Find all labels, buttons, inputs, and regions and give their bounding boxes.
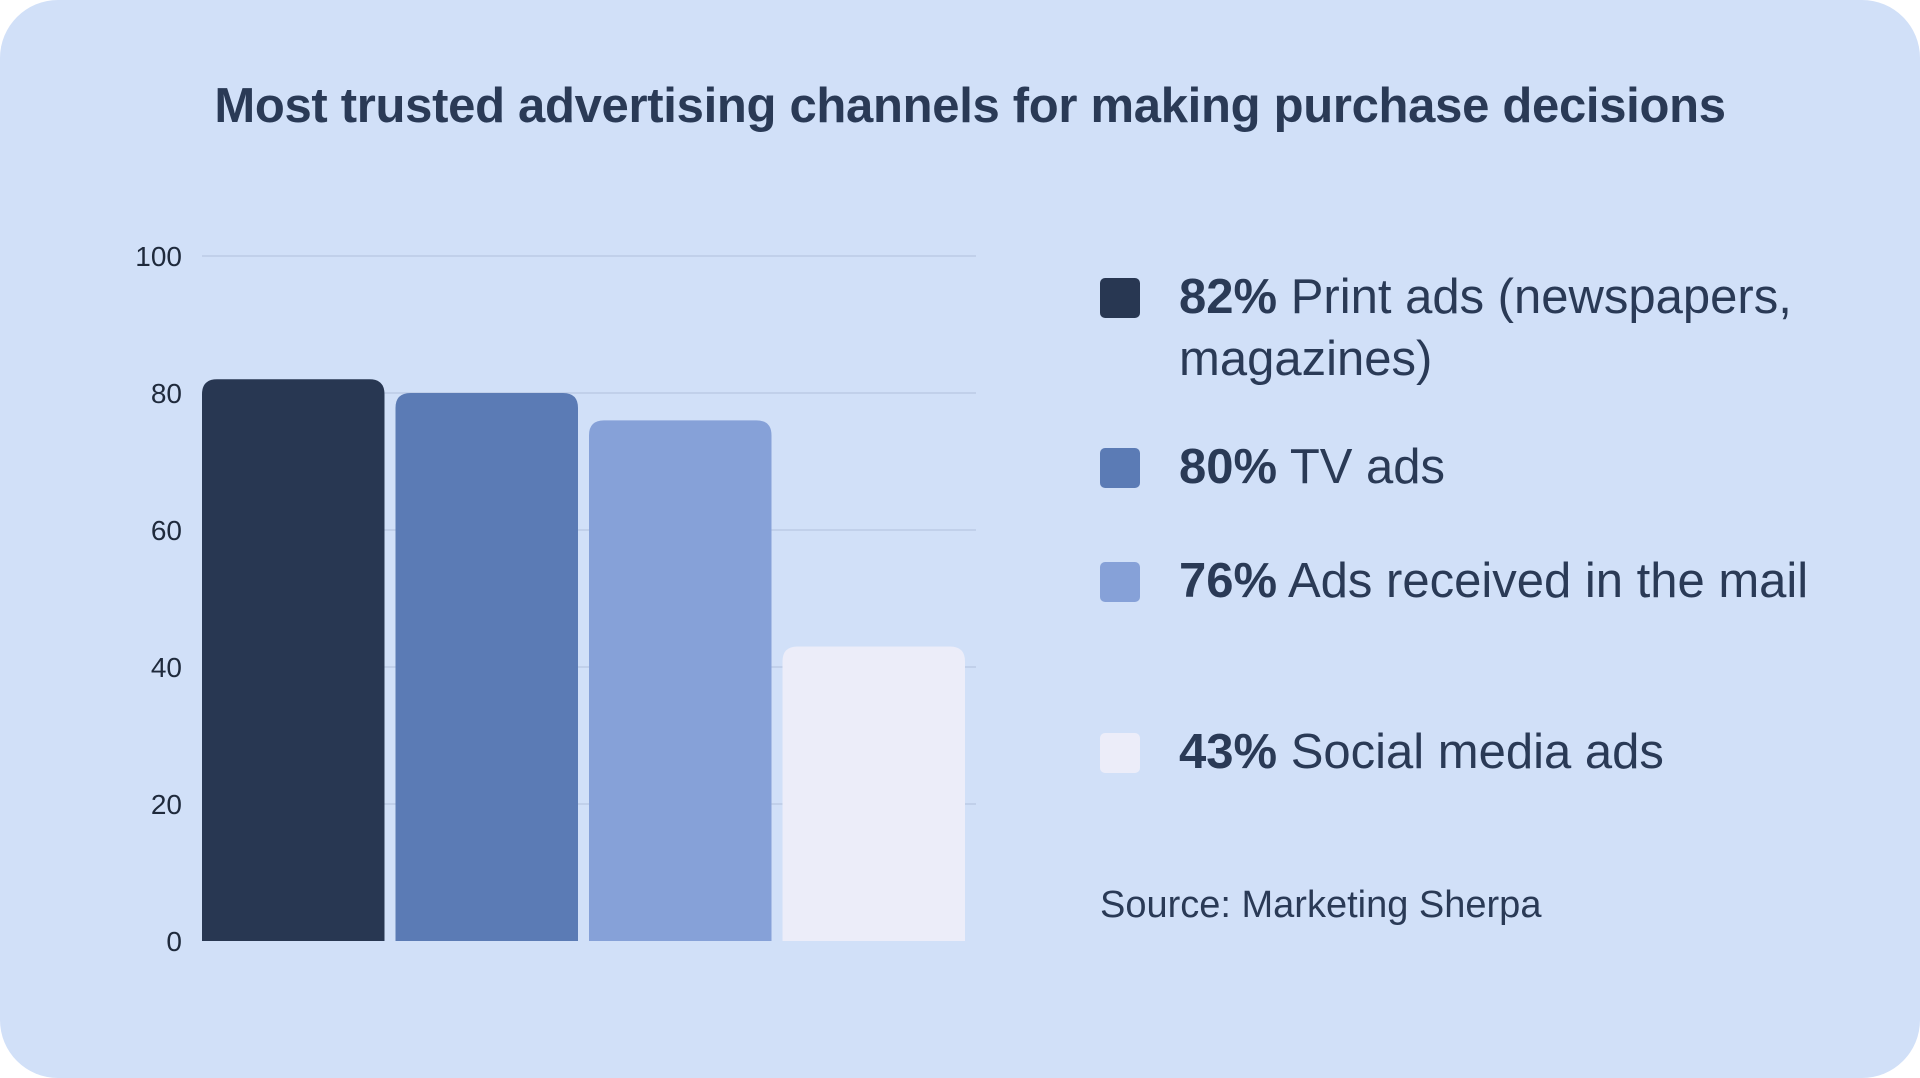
legend-pct-print-ads: 82% (1179, 270, 1278, 324)
legend-text-mail-ads: 76% Ads received in the mail (1179, 550, 1839, 612)
legend-label-tv-ads: TV ads (1289, 440, 1446, 494)
legend-label-mail-ads: Ads received in the mail (1288, 554, 1809, 608)
y-tick-label-80: 80 (151, 378, 182, 409)
legend-label-social-media-ads: Social media ads (1290, 725, 1664, 779)
y-tick-label-0: 0 (166, 926, 182, 957)
bar-1 (202, 379, 385, 941)
y-tick-label-20: 20 (151, 789, 182, 820)
legend-text-social-media-ads: 43% Social media ads (1179, 721, 1839, 783)
legend-pct-social-media-ads: 43% (1179, 725, 1278, 779)
chart-title: Most trusted advertising channels for ma… (214, 79, 1726, 133)
bar-2 (395, 393, 578, 941)
legend-text-print-ads: 82% Print ads (newspapers, magazines) (1179, 266, 1839, 390)
y-tick-label-60: 60 (151, 515, 182, 546)
legend-pct-tv-ads: 80% (1179, 440, 1278, 494)
legend-swatch-tv-ads (1100, 448, 1140, 488)
legend-swatch-mail-ads (1100, 562, 1140, 602)
legend-swatch-social-media-ads (1100, 733, 1140, 773)
y-tick-label-100: 100 (135, 241, 182, 272)
legend-text-tv-ads: 80% TV ads (1179, 436, 1839, 498)
legend-swatch-print-ads (1100, 278, 1140, 318)
legend-label-print-ads: Print ads (newspapers, magazines) (1179, 270, 1792, 386)
y-tick-label-40: 40 (151, 652, 182, 683)
source-note: Source: Marketing Sherpa (1100, 884, 1542, 926)
bar-4 (782, 646, 965, 941)
bar-3 (589, 420, 772, 941)
bars (202, 379, 965, 941)
legend-pct-mail-ads: 76% (1179, 554, 1278, 608)
y-axis-ticks: 0 20 40 60 80 100 (135, 241, 182, 957)
